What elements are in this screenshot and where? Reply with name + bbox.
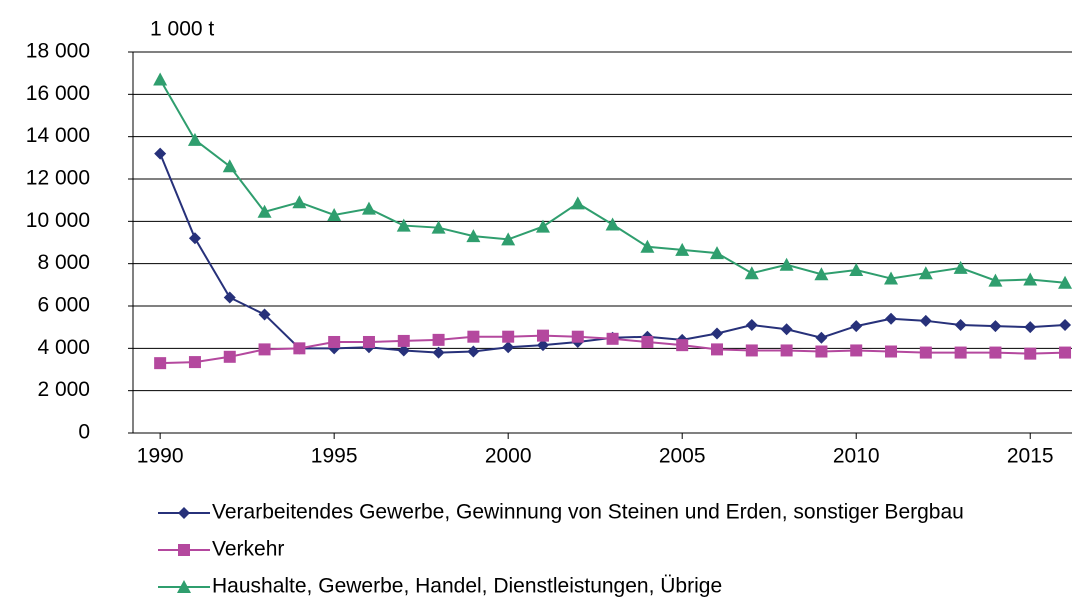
marker <box>780 344 793 357</box>
marker <box>1024 321 1037 334</box>
marker <box>258 308 271 321</box>
marker <box>1023 272 1038 286</box>
y-axis-unit: 1 000 t <box>150 18 214 41</box>
y-tick-label: 10 000 <box>26 209 90 232</box>
x-tick-label: 2010 <box>833 445 880 468</box>
marker <box>885 312 898 325</box>
marker <box>466 229 481 243</box>
marker <box>571 330 584 343</box>
marker <box>745 319 758 332</box>
marker <box>467 330 480 343</box>
marker <box>570 196 585 210</box>
marker <box>292 195 307 209</box>
series-line <box>159 79 1066 284</box>
marker <box>397 344 410 357</box>
marker <box>884 271 899 285</box>
y-tick-label: 4 000 <box>37 336 90 359</box>
marker <box>815 345 828 358</box>
marker <box>675 242 690 256</box>
legend-label: Verarbeitendes Gewerbe, Gewinnung von St… <box>212 501 964 524</box>
marker <box>361 201 376 215</box>
marker <box>223 350 236 363</box>
marker <box>779 257 794 271</box>
x-tick-label: 2015 <box>1007 445 1054 468</box>
y-tick-label: 18 000 <box>26 40 90 63</box>
marker <box>187 132 202 146</box>
marker <box>605 217 620 231</box>
marker <box>919 346 932 359</box>
marker <box>328 335 341 348</box>
marker <box>780 323 793 336</box>
marker <box>640 239 655 253</box>
marker <box>1058 275 1073 289</box>
marker <box>745 344 758 357</box>
marker <box>744 266 759 280</box>
marker <box>919 314 932 327</box>
x-tick-label: 2000 <box>485 445 532 468</box>
marker <box>501 232 516 246</box>
marker <box>293 342 306 355</box>
marker <box>154 147 167 160</box>
marker <box>850 320 863 333</box>
y-tick-label: 8 000 <box>37 251 90 274</box>
marker <box>849 263 864 277</box>
marker <box>396 218 411 232</box>
marker <box>223 291 236 304</box>
x-tick-label: 1995 <box>311 445 358 468</box>
marker <box>850 344 863 357</box>
y-tick-label: 0 <box>78 421 90 444</box>
marker <box>327 207 342 221</box>
marker <box>989 346 1002 359</box>
marker <box>536 329 549 342</box>
legend-label: Verkehr <box>212 538 284 561</box>
marker <box>362 335 375 348</box>
x-tick-label: 2005 <box>659 445 706 468</box>
marker <box>502 330 515 343</box>
marker <box>676 339 689 352</box>
marker <box>606 332 619 345</box>
marker <box>641 335 654 348</box>
y-tick-label: 16 000 <box>26 82 90 105</box>
marker <box>954 346 967 359</box>
marker <box>953 260 968 274</box>
legend-marker <box>178 544 190 556</box>
marker <box>257 204 272 218</box>
marker <box>989 320 1002 333</box>
y-tick-label: 6 000 <box>37 294 90 317</box>
y-tick-label: 12 000 <box>26 167 90 190</box>
marker <box>536 339 549 352</box>
marker <box>432 346 445 359</box>
marker <box>153 72 168 86</box>
marker <box>188 232 201 245</box>
marker <box>432 333 445 346</box>
y-tick-label: 14 000 <box>26 124 90 147</box>
marker <box>397 334 410 347</box>
marker <box>1024 347 1037 360</box>
marker <box>711 343 724 356</box>
marker <box>815 331 828 344</box>
marker <box>258 343 271 356</box>
marker <box>710 246 725 260</box>
marker <box>954 319 967 332</box>
marker <box>988 273 1003 287</box>
marker <box>502 341 515 354</box>
marker <box>918 266 933 280</box>
marker <box>431 220 446 234</box>
marker <box>188 356 201 369</box>
x-tick-label: 1990 <box>137 445 184 468</box>
marker <box>467 345 480 358</box>
legend-marker <box>177 580 191 593</box>
legend-label: Haushalte, Gewerbe, Handel, Dienstleistu… <box>212 575 722 598</box>
legend-marker <box>178 507 190 519</box>
marker <box>154 357 167 370</box>
marker <box>1059 319 1072 332</box>
marker <box>535 219 550 233</box>
marker <box>222 159 237 173</box>
marker <box>814 267 829 281</box>
y-tick-label: 2 000 <box>37 378 90 401</box>
marker <box>1059 346 1072 359</box>
marker <box>711 327 724 340</box>
marker <box>885 345 898 358</box>
